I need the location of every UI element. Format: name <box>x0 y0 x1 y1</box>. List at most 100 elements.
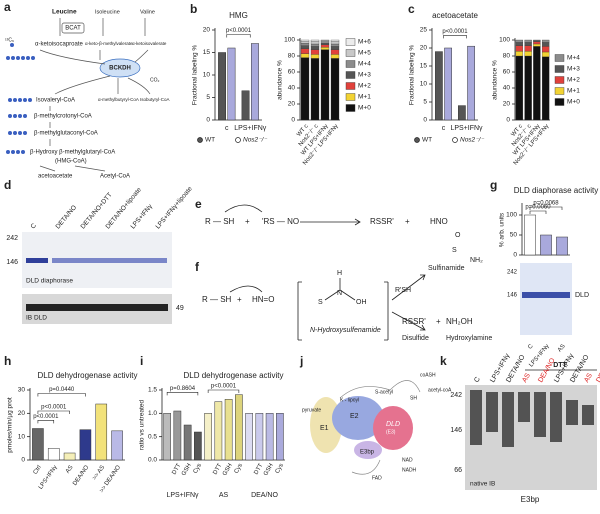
gel-band <box>470 390 594 447</box>
p-value: p=0.0068 <box>533 201 559 207</box>
label: AS <box>583 372 594 384</box>
x-tick-label: LPS+IFNγ <box>234 125 267 132</box>
y-tick-label: 80 <box>503 53 511 60</box>
x-tick-label: >> AS <box>92 465 106 482</box>
isotope-dots <box>6 43 35 154</box>
bar-segment <box>310 43 320 47</box>
label: acetoacetate <box>38 174 73 180</box>
y-tick-label: 15 <box>203 49 211 56</box>
y-tick-label: 60 <box>503 69 511 76</box>
bar <box>255 413 264 461</box>
legend-label: M+2 <box>567 77 580 84</box>
label: 242 <box>6 235 18 242</box>
bar-segment <box>515 51 524 57</box>
x-tick-label: DTT <box>212 463 223 476</box>
y-tick-label: 80 <box>288 53 296 60</box>
bar-segment <box>541 51 550 57</box>
gel <box>520 263 572 335</box>
bar <box>95 403 108 461</box>
label: E3bp <box>360 450 375 456</box>
bar-segment <box>310 54 320 59</box>
bar-segment <box>300 53 310 58</box>
bar-segment <box>310 58 320 121</box>
legend-swatch <box>345 93 356 101</box>
bar <box>245 413 253 461</box>
panel-letter: f <box>195 260 200 274</box>
label: NH₂ <box>470 257 483 264</box>
label: native IB <box>470 481 495 488</box>
y-tick-label: 1.0 <box>148 410 157 417</box>
p-value: p<0.0001 <box>226 28 252 34</box>
bar-segment <box>515 39 524 43</box>
y-tick-label: 5 <box>423 99 427 106</box>
label: HNO <box>430 217 448 226</box>
legend-label: M+1 <box>567 88 580 95</box>
label: Valine <box>140 9 155 15</box>
label: S <box>318 299 323 306</box>
y-tick-label: 0.0 <box>148 457 157 464</box>
label: RSSR' <box>402 317 426 326</box>
label: S-acetyl <box>375 389 393 395</box>
bar-segment <box>533 46 541 121</box>
significance-bracket <box>443 35 467 39</box>
y-tick-label: 0 <box>21 457 25 464</box>
bar <box>183 424 192 461</box>
x-tick-label: AS <box>557 343 567 353</box>
x-tick-label: DEA/NO <box>72 464 90 487</box>
p-value: p<0.0001 <box>211 384 237 390</box>
bar-segment <box>330 58 340 121</box>
bar-segment <box>515 45 524 52</box>
label: α-methylbutyryl-CoA <box>98 97 139 102</box>
bar <box>556 236 568 256</box>
p-value: p<0.0001 <box>33 414 59 420</box>
label: NADH <box>402 467 417 473</box>
label: 242 <box>507 270 518 276</box>
x-tick-label: GSH <box>263 463 275 477</box>
label: coASH <box>420 372 436 378</box>
label: 66 <box>454 467 462 474</box>
bar-segment <box>310 41 320 45</box>
bar-segment <box>330 46 340 50</box>
bar-segment <box>330 39 340 42</box>
significance-bracket <box>529 210 547 214</box>
bar-segment <box>300 45 310 49</box>
y-axis-label: pmoles/min/µg prot <box>7 397 14 453</box>
label: acetyl-coA <box>428 387 452 393</box>
bar <box>227 47 236 121</box>
y-tick-label: 40 <box>503 85 511 92</box>
legend-label: M+1 <box>358 94 371 101</box>
label: 49 <box>176 305 184 312</box>
x-tick-label: Ctrl <box>33 465 43 476</box>
x-tick-label: Cys <box>234 463 244 475</box>
x-tick-label: DTT <box>253 463 264 476</box>
label: K - lipoyl <box>340 397 359 403</box>
legend-swatch <box>345 38 356 46</box>
label: (HMG-CoA) <box>55 159 87 165</box>
label: pyruvate <box>302 407 321 413</box>
y-tick-label: 40 <box>288 85 296 92</box>
label: Leucine <box>52 9 77 16</box>
bar-segment <box>320 47 330 50</box>
bar-segment <box>320 49 330 121</box>
label: α-ketoisocaproate <box>35 42 83 48</box>
label: C <box>29 222 38 230</box>
label: ¹³C₆ <box>5 37 14 43</box>
label: CO₂ <box>150 77 160 83</box>
y-axis-label: abundance % <box>277 60 284 100</box>
panel-letter: j <box>299 354 303 368</box>
legend-label: M+2 <box>358 83 371 90</box>
label: DTT <box>553 362 567 369</box>
y-axis-label: Fractional labeling % <box>192 45 199 106</box>
bar-segment <box>320 39 330 41</box>
bar <box>235 394 243 461</box>
significance-bracket <box>529 206 563 210</box>
y-tick-label: 25 <box>420 27 428 34</box>
gel-band <box>522 292 570 298</box>
panel-letter: i <box>140 354 143 368</box>
bar-segment <box>300 39 310 42</box>
legend-label: M+3 <box>567 66 580 73</box>
bar-segment <box>515 55 524 121</box>
label: R — SH <box>202 295 232 304</box>
y-tick-label: 0 <box>506 117 510 124</box>
bar <box>224 399 233 461</box>
